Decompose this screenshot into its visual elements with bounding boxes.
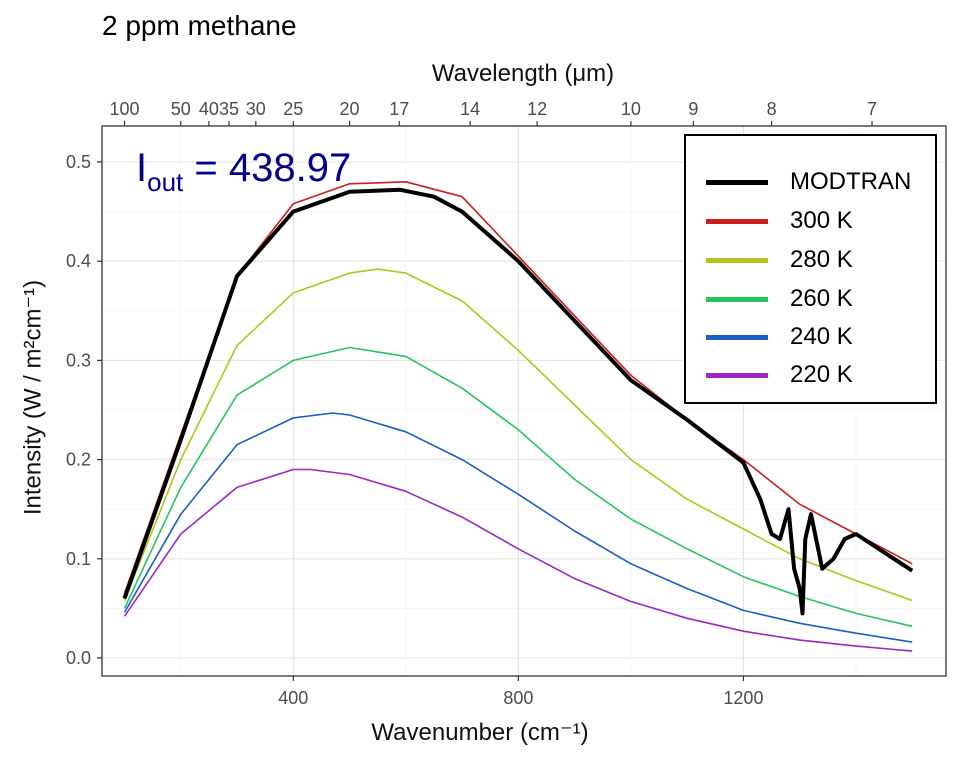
top-tick-label: 40: [199, 99, 219, 119]
legend-item: MODTRAN: [706, 164, 911, 200]
legend-swatch: [706, 218, 768, 224]
x-axis-title: Wavenumber (cm⁻¹): [0, 718, 960, 747]
top-tick-label: 10: [621, 99, 641, 119]
iout-subscript: out: [147, 167, 184, 197]
top-tick-label: 20: [340, 99, 360, 119]
top-tick-label: 8: [767, 99, 777, 119]
top-tick-label: 12: [527, 99, 547, 119]
y-tick-label: 0.0: [66, 648, 91, 668]
series-line-modtran: [122, 187, 914, 616]
y-tick-label: 0.2: [66, 450, 91, 470]
legend: MODTRAN 300 K 280 K 260 K 240 K 220 K: [684, 134, 937, 404]
iout-annotation: Iout = 438.97: [136, 146, 351, 198]
top-tick-label: 9: [688, 99, 698, 119]
x-tick-label: 1200: [723, 688, 763, 708]
top-tick-label: 7: [867, 99, 877, 119]
legend-item: 280 K: [706, 242, 853, 278]
legend-label: 220 K: [790, 361, 853, 388]
plot-border: [101, 125, 947, 677]
top-axis-title: Wavelength (μm): [431, 60, 615, 87]
series-line-220-k: [123, 468, 913, 652]
top-tick-label: 25: [283, 99, 303, 119]
legend-swatch: [706, 372, 768, 378]
series-line-280-k: [123, 268, 913, 602]
legend-swatch: [706, 296, 768, 302]
legend-swatch: [706, 179, 768, 185]
x-tick-label: 400: [278, 688, 308, 708]
chart-title: 2 ppm methane: [102, 10, 297, 41]
top-tick-label: 100: [109, 99, 139, 119]
top-tick-label: 35: [219, 99, 239, 119]
legend-swatch: [706, 257, 768, 263]
legend-item: 240 K: [706, 319, 853, 355]
legend-label: MODTRAN: [790, 168, 912, 195]
legend-item: 260 K: [706, 281, 853, 317]
x-axis-unit: (cm⁻¹): [519, 719, 589, 746]
series-line-260-k: [123, 346, 913, 628]
legend-item: 300 K: [706, 203, 853, 239]
y-tick-label: 0.4: [66, 251, 91, 271]
iout-symbol: I: [136, 146, 148, 190]
x-axis-label: Wavenumber: [371, 719, 514, 746]
x-tick-label: 800: [503, 688, 533, 708]
legend-label: 240 K: [790, 323, 853, 350]
legend-label: 260 K: [790, 285, 853, 312]
series-line-240-k: [123, 412, 913, 643]
y-axis-title: Intensity (W / m²cm⁻¹): [19, 279, 47, 516]
legend-label: 300 K: [790, 207, 853, 234]
legend-label: 280 K: [790, 246, 853, 273]
top-tick-label: 50: [171, 99, 191, 119]
iout-operator: =: [194, 146, 218, 190]
y-tick-label: 0.5: [66, 152, 91, 172]
legend-swatch: [706, 334, 768, 340]
top-tick-label: 14: [460, 99, 480, 119]
top-tick-label: 30: [246, 99, 266, 119]
y-tick-label: 0.1: [66, 549, 91, 569]
top-tick-label: 17: [389, 99, 409, 119]
y-tick-label: 0.3: [66, 350, 91, 370]
legend-item: 220 K: [706, 357, 853, 393]
iout-value: 438.97: [228, 146, 352, 190]
